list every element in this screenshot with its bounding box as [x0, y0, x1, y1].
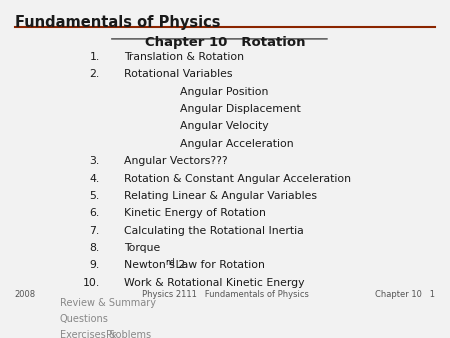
Text: Calculating the Rotational Inertia: Calculating the Rotational Inertia [124, 226, 304, 236]
Text: Physics 2111   Fundamentals of Physics: Physics 2111 Fundamentals of Physics [142, 290, 308, 299]
Text: Review & Summary: Review & Summary [59, 298, 156, 308]
Text: 2.: 2. [90, 69, 100, 79]
Text: Questions: Questions [59, 314, 108, 324]
Text: Angular Velocity: Angular Velocity [180, 121, 269, 131]
Text: 7.: 7. [90, 226, 100, 236]
Text: Angular Displacement: Angular Displacement [180, 104, 301, 114]
Text: Torque: Torque [124, 243, 161, 253]
Text: nd: nd [166, 258, 175, 267]
Text: 6.: 6. [90, 208, 100, 218]
Text: 2008: 2008 [15, 290, 36, 299]
Text: Relating Linear & Angular Variables: Relating Linear & Angular Variables [124, 191, 317, 201]
Text: Law for Rotation: Law for Rotation [172, 261, 265, 270]
Text: 1.: 1. [90, 52, 100, 62]
Text: 8.: 8. [90, 243, 100, 253]
Text: Fundamentals of Physics: Fundamentals of Physics [15, 15, 220, 30]
Text: Angular Vectors???: Angular Vectors??? [124, 156, 228, 166]
Text: 10.: 10. [82, 278, 100, 288]
Text: Rotational Variables: Rotational Variables [124, 69, 233, 79]
Text: Rotation & Constant Angular Acceleration: Rotation & Constant Angular Acceleration [124, 173, 351, 184]
Text: Translation & Rotation: Translation & Rotation [124, 52, 244, 62]
Text: 5.: 5. [90, 191, 100, 201]
Text: Work & Rotational Kinetic Energy: Work & Rotational Kinetic Energy [124, 278, 305, 288]
Text: Chapter 10   1: Chapter 10 1 [375, 290, 435, 299]
Text: 4.: 4. [90, 173, 100, 184]
Text: Problems: Problems [107, 330, 152, 338]
Text: 9.: 9. [90, 261, 100, 270]
Text: Newton’s 2: Newton’s 2 [124, 261, 185, 270]
Text: Exercises &: Exercises & [59, 330, 119, 338]
Text: Angular Acceleration: Angular Acceleration [180, 139, 294, 149]
Text: Angular Position: Angular Position [180, 87, 269, 97]
Text: Chapter 10   Rotation: Chapter 10 Rotation [145, 37, 305, 49]
Text: Kinetic Energy of Rotation: Kinetic Energy of Rotation [124, 208, 266, 218]
Text: 3.: 3. [90, 156, 100, 166]
